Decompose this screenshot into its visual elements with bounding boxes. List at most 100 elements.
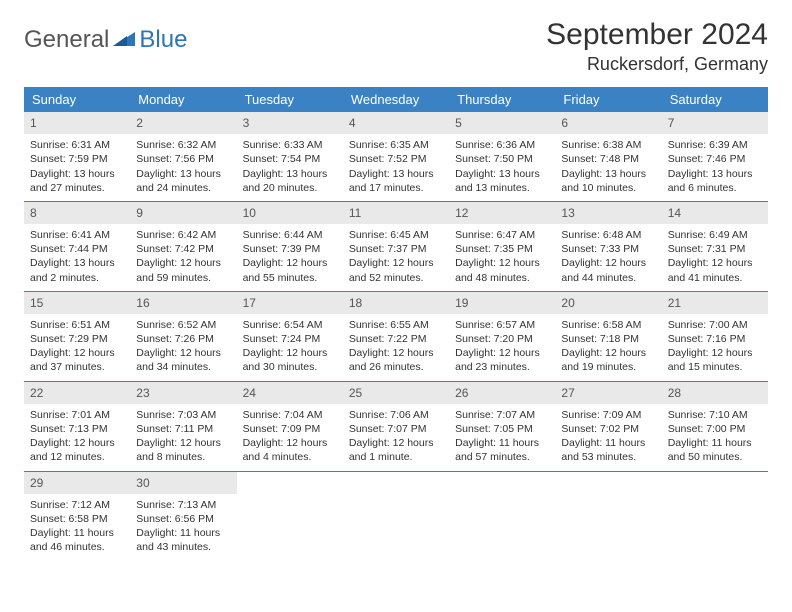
day-body: Sunrise: 7:07 AMSunset: 7:05 PMDaylight:…	[449, 404, 555, 471]
day-number: 13	[555, 202, 661, 224]
sunrise-text: Sunrise: 6:58 AM	[561, 318, 655, 332]
day-cell: 13Sunrise: 6:48 AMSunset: 7:33 PMDayligh…	[555, 202, 661, 291]
week-row: 1Sunrise: 6:31 AMSunset: 7:59 PMDaylight…	[24, 112, 768, 202]
sunrise-text: Sunrise: 7:06 AM	[349, 408, 443, 422]
sunset-text: Sunset: 7:54 PM	[243, 152, 337, 166]
sunset-text: Sunset: 7:31 PM	[668, 242, 762, 256]
day-cell: 20Sunrise: 6:58 AMSunset: 7:18 PMDayligh…	[555, 292, 661, 381]
day-number: 15	[24, 292, 130, 314]
day-cell: 9Sunrise: 6:42 AMSunset: 7:42 PMDaylight…	[130, 202, 236, 291]
day-number: 1	[24, 112, 130, 134]
weeks-container: 1Sunrise: 6:31 AMSunset: 7:59 PMDaylight…	[24, 112, 768, 560]
daylight-text: Daylight: 12 hours and 37 minutes.	[30, 346, 124, 374]
day-cell	[662, 472, 768, 561]
sunrise-text: Sunrise: 6:45 AM	[349, 228, 443, 242]
daylight-text: Daylight: 11 hours and 53 minutes.	[561, 436, 655, 464]
day-body: Sunrise: 7:12 AMSunset: 6:58 PMDaylight:…	[24, 494, 130, 561]
day-cell: 1Sunrise: 6:31 AMSunset: 7:59 PMDaylight…	[24, 112, 130, 201]
daylight-text: Daylight: 13 hours and 10 minutes.	[561, 167, 655, 195]
day-cell: 5Sunrise: 6:36 AMSunset: 7:50 PMDaylight…	[449, 112, 555, 201]
day-number: 12	[449, 202, 555, 224]
week-row: 22Sunrise: 7:01 AMSunset: 7:13 PMDayligh…	[24, 382, 768, 472]
daylight-text: Daylight: 12 hours and 55 minutes.	[243, 256, 337, 284]
daylight-text: Daylight: 12 hours and 1 minute.	[349, 436, 443, 464]
daylight-text: Daylight: 12 hours and 12 minutes.	[30, 436, 124, 464]
daylight-text: Daylight: 12 hours and 44 minutes.	[561, 256, 655, 284]
day-number: 26	[449, 382, 555, 404]
sunset-text: Sunset: 7:52 PM	[349, 152, 443, 166]
daylight-text: Daylight: 12 hours and 30 minutes.	[243, 346, 337, 374]
daylight-text: Daylight: 13 hours and 24 minutes.	[136, 167, 230, 195]
day-cell: 7Sunrise: 6:39 AMSunset: 7:46 PMDaylight…	[662, 112, 768, 201]
calendar: SundayMondayTuesdayWednesdayThursdayFrid…	[24, 87, 768, 560]
sunset-text: Sunset: 7:26 PM	[136, 332, 230, 346]
sunset-text: Sunset: 6:56 PM	[136, 512, 230, 526]
day-cell	[343, 472, 449, 561]
daylight-text: Daylight: 12 hours and 48 minutes.	[455, 256, 549, 284]
sunrise-text: Sunrise: 6:38 AM	[561, 138, 655, 152]
day-body: Sunrise: 6:36 AMSunset: 7:50 PMDaylight:…	[449, 134, 555, 201]
day-cell: 15Sunrise: 6:51 AMSunset: 7:29 PMDayligh…	[24, 292, 130, 381]
day-cell: 26Sunrise: 7:07 AMSunset: 7:05 PMDayligh…	[449, 382, 555, 471]
sunset-text: Sunset: 7:33 PM	[561, 242, 655, 256]
day-cell	[449, 472, 555, 561]
sunrise-text: Sunrise: 6:49 AM	[668, 228, 762, 242]
sunset-text: Sunset: 6:58 PM	[30, 512, 124, 526]
sunrise-text: Sunrise: 6:39 AM	[668, 138, 762, 152]
logo-part1: General	[24, 26, 109, 54]
day-number: 23	[130, 382, 236, 404]
sunrise-text: Sunrise: 6:36 AM	[455, 138, 549, 152]
day-body: Sunrise: 6:39 AMSunset: 7:46 PMDaylight:…	[662, 134, 768, 201]
sunrise-text: Sunrise: 6:31 AM	[30, 138, 124, 152]
month-title: September 2024	[546, 18, 768, 52]
daylight-text: Daylight: 13 hours and 17 minutes.	[349, 167, 443, 195]
logo-triangle-icon	[113, 30, 135, 51]
day-cell: 17Sunrise: 6:54 AMSunset: 7:24 PMDayligh…	[237, 292, 343, 381]
daylight-text: Daylight: 12 hours and 41 minutes.	[668, 256, 762, 284]
daylight-text: Daylight: 12 hours and 59 minutes.	[136, 256, 230, 284]
week-row: 29Sunrise: 7:12 AMSunset: 6:58 PMDayligh…	[24, 472, 768, 561]
weekday-header: Sunday	[24, 87, 130, 112]
day-number: 30	[130, 472, 236, 494]
day-number: 29	[24, 472, 130, 494]
day-number: 6	[555, 112, 661, 134]
day-body: Sunrise: 7:10 AMSunset: 7:00 PMDaylight:…	[662, 404, 768, 471]
day-number: 24	[237, 382, 343, 404]
day-body: Sunrise: 6:51 AMSunset: 7:29 PMDaylight:…	[24, 314, 130, 381]
day-number: 3	[237, 112, 343, 134]
day-cell: 10Sunrise: 6:44 AMSunset: 7:39 PMDayligh…	[237, 202, 343, 291]
weekday-header: Thursday	[449, 87, 555, 112]
daylight-text: Daylight: 12 hours and 23 minutes.	[455, 346, 549, 374]
day-body: Sunrise: 6:45 AMSunset: 7:37 PMDaylight:…	[343, 224, 449, 291]
sunset-text: Sunset: 7:50 PM	[455, 152, 549, 166]
logo-part2: Blue	[139, 26, 187, 54]
day-cell: 23Sunrise: 7:03 AMSunset: 7:11 PMDayligh…	[130, 382, 236, 471]
day-number: 21	[662, 292, 768, 314]
sunset-text: Sunset: 7:24 PM	[243, 332, 337, 346]
week-row: 8Sunrise: 6:41 AMSunset: 7:44 PMDaylight…	[24, 202, 768, 292]
day-number: 11	[343, 202, 449, 224]
day-cell: 6Sunrise: 6:38 AMSunset: 7:48 PMDaylight…	[555, 112, 661, 201]
day-number: 27	[555, 382, 661, 404]
day-body: Sunrise: 6:48 AMSunset: 7:33 PMDaylight:…	[555, 224, 661, 291]
day-number: 9	[130, 202, 236, 224]
day-number: 25	[343, 382, 449, 404]
day-number: 2	[130, 112, 236, 134]
day-body: Sunrise: 7:09 AMSunset: 7:02 PMDaylight:…	[555, 404, 661, 471]
day-cell: 25Sunrise: 7:06 AMSunset: 7:07 PMDayligh…	[343, 382, 449, 471]
sunset-text: Sunset: 7:00 PM	[668, 422, 762, 436]
sunrise-text: Sunrise: 6:55 AM	[349, 318, 443, 332]
day-body: Sunrise: 7:04 AMSunset: 7:09 PMDaylight:…	[237, 404, 343, 471]
sunset-text: Sunset: 7:56 PM	[136, 152, 230, 166]
week-row: 15Sunrise: 6:51 AMSunset: 7:29 PMDayligh…	[24, 292, 768, 382]
day-number: 20	[555, 292, 661, 314]
daylight-text: Daylight: 12 hours and 4 minutes.	[243, 436, 337, 464]
title-block: September 2024 Ruckersdorf, Germany	[546, 18, 768, 75]
day-cell: 16Sunrise: 6:52 AMSunset: 7:26 PMDayligh…	[130, 292, 236, 381]
sunset-text: Sunset: 7:09 PM	[243, 422, 337, 436]
day-body: Sunrise: 6:33 AMSunset: 7:54 PMDaylight:…	[237, 134, 343, 201]
day-number: 14	[662, 202, 768, 224]
sunrise-text: Sunrise: 7:07 AM	[455, 408, 549, 422]
sunset-text: Sunset: 7:35 PM	[455, 242, 549, 256]
day-body: Sunrise: 6:58 AMSunset: 7:18 PMDaylight:…	[555, 314, 661, 381]
